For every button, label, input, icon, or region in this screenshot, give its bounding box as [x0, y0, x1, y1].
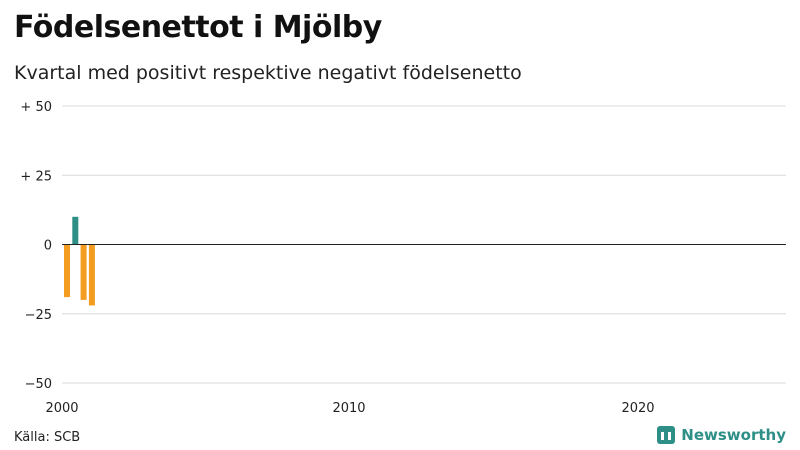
x-tick-label: 2010	[332, 401, 365, 416]
y-tick-label: −25	[25, 308, 52, 323]
y-tick-label: −50	[25, 377, 52, 392]
x-tick-label: 2000	[45, 401, 78, 416]
chart-title: Födelsenettot i Mjölby	[14, 10, 382, 45]
bar	[64, 244, 70, 298]
x-tick-label: 2020	[621, 401, 654, 416]
brand-logo: Newsworthy	[657, 426, 786, 444]
y-tick-label: 0	[44, 239, 52, 254]
bar-chart-icon	[657, 426, 676, 444]
bar	[72, 216, 79, 245]
chart-subtitle: Kvartal med positivt respektive negativt…	[14, 62, 522, 84]
brand-name: Newsworthy	[681, 426, 786, 444]
y-tick-label: + 25	[20, 169, 52, 184]
source-label: Källa: SCB	[14, 430, 81, 445]
y-tick-label: + 50	[20, 100, 52, 115]
bar	[88, 244, 95, 306]
bar	[80, 244, 87, 300]
